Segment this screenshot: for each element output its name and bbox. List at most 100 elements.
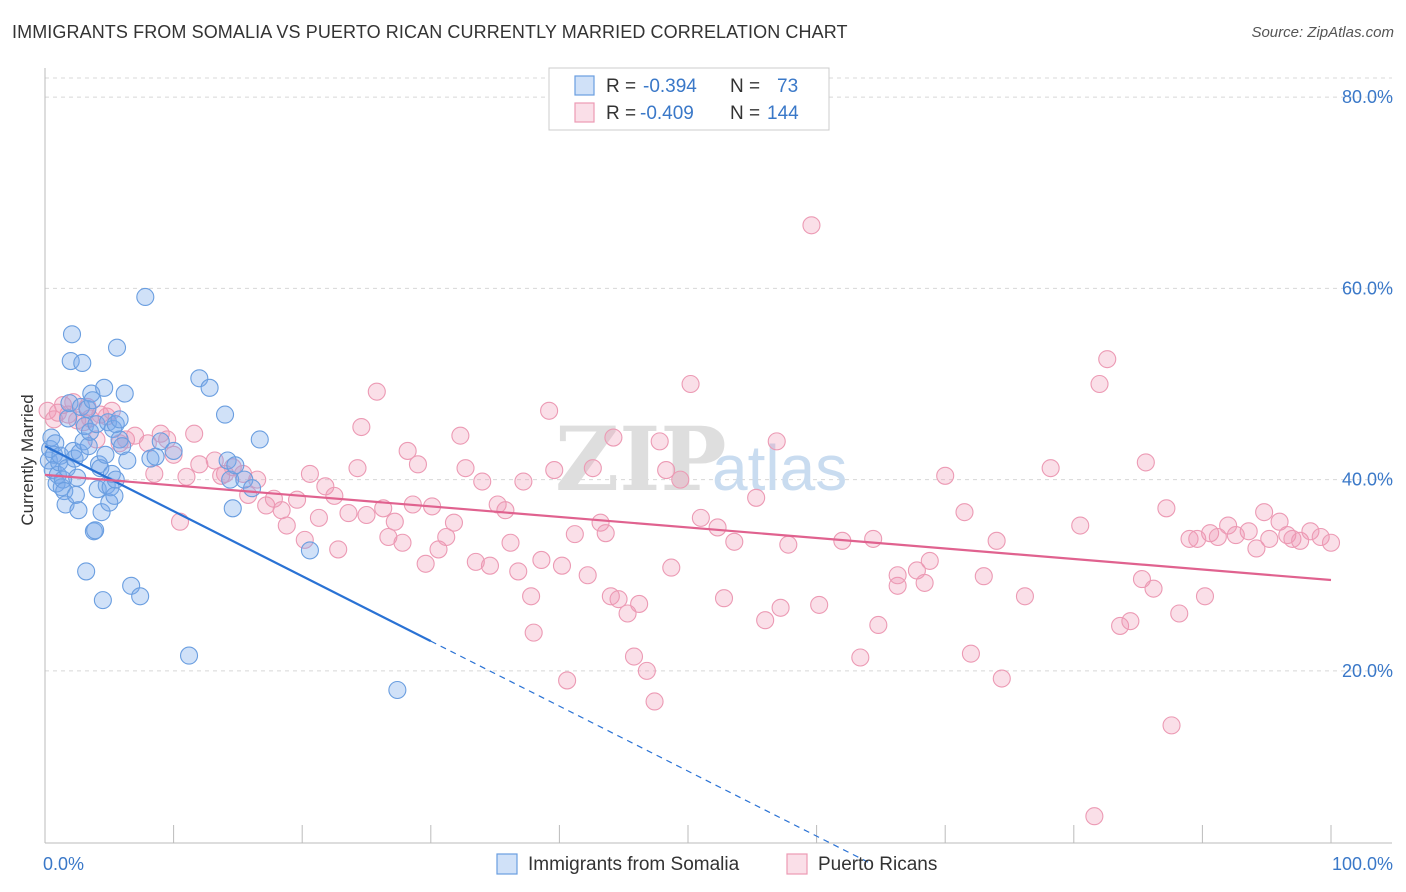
somalia-point	[73, 353, 92, 373]
somalia-point	[69, 501, 88, 520]
somalia-point	[136, 287, 155, 307]
somalia-points	[39, 287, 407, 700]
puerto-rican-point	[1170, 604, 1189, 623]
somalia-point	[200, 378, 219, 397]
watermark-atlas: atlas	[712, 432, 847, 504]
puerto-rican-point	[295, 530, 314, 549]
bottom-legend-swatch-pink	[786, 853, 808, 875]
puerto-rican-point	[1121, 612, 1140, 631]
puerto-rican-point	[451, 426, 470, 445]
somalia-point	[226, 456, 245, 475]
puerto-rican-point	[532, 550, 551, 570]
puerto-rican-point	[630, 594, 649, 613]
puerto-rican-point	[1157, 499, 1176, 518]
somalia-point	[77, 562, 96, 581]
puerto-rican-point	[1071, 516, 1090, 535]
somalia-point	[164, 441, 183, 460]
puerto-rican-point	[864, 529, 883, 548]
legend-n-value-blue: 73	[777, 76, 798, 97]
somalia-point	[131, 587, 150, 606]
puerto-rican-trend-line	[44, 473, 1332, 582]
puerto-rican-point	[501, 533, 520, 552]
puerto-rican-point	[662, 558, 681, 577]
somalia-point	[62, 325, 82, 344]
puerto-rican-point	[691, 508, 710, 527]
puerto-rican-point	[374, 499, 393, 518]
legend-n-label-blue: N =	[730, 76, 760, 97]
puerto-rican-point	[591, 513, 610, 532]
puerto-rican-point	[1321, 533, 1341, 552]
bottom-legend: Immigrants from Somalia Puerto Ricans	[496, 853, 937, 875]
somalia-point	[70, 443, 89, 462]
y-tick-label: 40.0%	[1342, 470, 1393, 490]
puerto-rican-point	[1311, 527, 1330, 547]
tick-labels: 20.0% 40.0% 60.0% 80.0% 0.0% 100.0%	[43, 87, 1393, 874]
puerto-rican-point	[1041, 459, 1060, 478]
watermark-zip: ZIP	[555, 407, 727, 511]
somalia-point	[59, 409, 78, 428]
puerto-rican-point	[437, 527, 456, 547]
legend-swatch-pink	[574, 102, 595, 123]
puerto-rican-point	[545, 461, 564, 480]
somalia-point	[84, 522, 103, 541]
puerto-rican-point	[456, 459, 475, 478]
puerto-rican-point	[987, 531, 1006, 550]
puerto-rican-point	[416, 554, 435, 573]
puerto-rican-point	[524, 623, 543, 642]
puerto-rican-point	[352, 417, 371, 437]
bottom-legend-label-blue: Immigrants from Somalia	[528, 854, 740, 875]
puerto-rican-point	[190, 455, 209, 474]
somalia-point	[105, 486, 124, 505]
puerto-rican-point	[1180, 529, 1199, 548]
puerto-rican-point	[1098, 350, 1117, 369]
y-axis-label: Currently Married	[18, 394, 37, 525]
somalia-point	[104, 419, 123, 438]
puerto-rican-point	[444, 513, 463, 532]
puerto-rican-point	[637, 661, 656, 680]
puerto-rican-point	[466, 552, 485, 571]
puerto-rican-point	[1195, 587, 1215, 606]
puerto-rican-point	[1144, 579, 1163, 598]
puerto-rican-point	[300, 464, 319, 483]
puerto-rican-point	[604, 428, 623, 447]
y-tick-label: 60.0%	[1342, 278, 1393, 298]
legend-r-value-pink: -0.409	[640, 103, 694, 124]
puerto-rican-point	[671, 470, 690, 489]
puerto-rican-point	[955, 503, 974, 522]
puerto-rican-point	[309, 508, 328, 527]
somalia-point	[151, 432, 170, 451]
puerto-rican-point	[348, 459, 367, 478]
somalia-point	[80, 422, 100, 441]
puerto-rican-point	[565, 525, 584, 544]
puerto-rican-point	[771, 598, 790, 617]
somalia-point	[223, 499, 242, 518]
puerto-ricans-points	[38, 216, 1341, 826]
puerto-rican-point	[480, 556, 500, 575]
legend-r-label-pink: R =	[606, 103, 636, 124]
puerto-rican-point	[657, 461, 676, 480]
puerto-rican-point	[496, 501, 515, 520]
y-tick-label: 80.0%	[1342, 87, 1393, 107]
somalia-point	[115, 384, 134, 403]
somalia-point	[86, 521, 105, 540]
puerto-rican-point	[170, 512, 190, 531]
somalia-point	[55, 482, 74, 501]
puerto-rican-point	[1301, 522, 1320, 541]
somalia-point	[179, 646, 199, 665]
somalia-point	[95, 378, 114, 397]
legend-swatch-blue	[574, 75, 595, 96]
puerto-rican-point	[779, 535, 798, 554]
somalia-point	[107, 338, 127, 357]
puerto-rican-point	[540, 401, 559, 420]
puerto-rican-point	[514, 472, 533, 491]
puerto-rican-point	[915, 573, 934, 592]
puerto-rican-point	[851, 648, 870, 667]
somalia-point	[83, 391, 102, 410]
somalia-point	[388, 680, 407, 700]
puerto-rican-point	[936, 466, 955, 485]
puerto-rican-point	[992, 669, 1011, 688]
puerto-rican-point	[810, 595, 829, 614]
somalia-point	[60, 394, 79, 413]
puerto-rican-point	[1239, 522, 1258, 541]
